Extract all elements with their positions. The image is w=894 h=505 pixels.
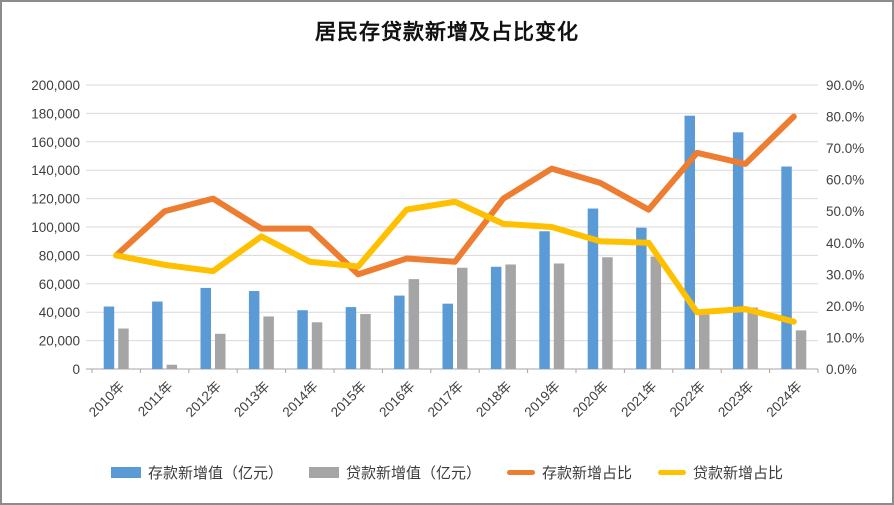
legend-item-deposit-ratio-line: 存款新增占比 [507, 462, 632, 483]
right-axis-tick-label: 50.0% [826, 204, 864, 219]
x-axis-label-2022年: 2022年 [667, 379, 708, 420]
left-axis-tick-label: 40,000 [39, 305, 80, 320]
deposit-ratio-line [113, 113, 797, 278]
x-axis-label-2019年: 2019年 [522, 379, 563, 420]
right-axis-tick-label: 80.0% [826, 110, 864, 125]
x-axis-label-2012年: 2012年 [183, 379, 224, 420]
x-axis-label-2024年: 2024年 [764, 379, 805, 420]
bar-loan-2021年 [650, 256, 662, 369]
left-axis-tick-label: 100,000 [31, 220, 80, 235]
right-axis-tick-label: 40.0% [826, 236, 864, 251]
right-axis-tick-label: 90.0% [826, 78, 864, 93]
left-axis-tick-label: 0 [72, 362, 80, 377]
legend-swatch-loan-ratio-line [658, 469, 687, 475]
x-axis-label-2015年: 2015年 [328, 379, 369, 420]
x-axis-label-2013年: 2013年 [231, 379, 272, 420]
bar-deposit-2010年 [103, 306, 115, 369]
bar-loan-2010年 [118, 328, 129, 369]
right-axis-tick-label: 10.0% [826, 330, 864, 345]
legend-label-deposit-ratio: 存款新增占比 [542, 464, 633, 482]
bar-loan-2019年 [553, 263, 565, 369]
bar-loan-2013年 [263, 316, 274, 369]
x-axis-label-2017年: 2017年 [425, 379, 466, 420]
bar-loan-2015年 [360, 314, 371, 369]
right-axis-tick-label: 60.0% [826, 173, 864, 188]
chart-title: 居民存贷款新增及占比变化 [315, 21, 579, 44]
x-axis-label-2010年: 2010年 [86, 379, 127, 420]
bar-deposit-2019年 [539, 231, 550, 369]
legend-item-loan-ratio-line: 贷款新增占比 [658, 462, 783, 483]
left-axis-tick-label: 60,000 [39, 277, 80, 292]
bar-loan-2020年 [602, 257, 613, 369]
legend-label-loan-ratio: 贷款新增占比 [693, 464, 784, 482]
right-axis-tick-label: 0.0% [826, 362, 857, 377]
bar-deposit-2016年 [394, 295, 405, 369]
right-axis-tick-label: 20.0% [826, 299, 864, 314]
x-axis-label-2023年: 2023年 [715, 379, 756, 420]
bar-deposit-2012年 [200, 287, 211, 369]
x-axis-label-2020年: 2020年 [570, 379, 611, 420]
bar-loan-2016年 [408, 279, 420, 369]
left-axis-tick-label: 80,000 [39, 248, 80, 263]
left-axis-tick-label: 120,000 [31, 192, 80, 207]
right-axis-tick-label: 30.0% [826, 267, 864, 282]
legend-swatch-deposit-ratio-line [507, 469, 535, 475]
legend-label-deposit-bar: 存款新增值（亿元） [147, 464, 283, 482]
bar-loan-2012年 [215, 333, 226, 369]
legend-item-loan-bar: 贷款新增值（亿元） [308, 462, 481, 483]
x-axis-label-2021年: 2021年 [618, 379, 659, 420]
bar-deposit-2023年 [732, 132, 744, 369]
legend-swatch-loan-bar [308, 466, 339, 478]
loan-ratio-line [113, 198, 797, 325]
x-axis-label-2016年: 2016年 [376, 379, 417, 420]
bar-loan-2022年 [699, 314, 710, 369]
right-axis-tick-label: 70.0% [826, 141, 864, 156]
x-axis-label-2011年: 2011年 [135, 379, 176, 420]
bar-deposit-2018年 [490, 266, 502, 369]
x-axis-label-2018年: 2018年 [473, 379, 514, 420]
bar-loan-2018年 [505, 264, 516, 369]
legend-item-deposit-bar: 存款新增值（亿元） [110, 462, 283, 483]
bar-deposit-2022年 [684, 115, 695, 369]
bar-loan-2011年 [166, 364, 178, 369]
chart-legend: 存款新增值（亿元） 贷款新增值（亿元） 存款新增占比 贷款新增占比 [2, 454, 892, 490]
bar-deposit-2017年 [442, 303, 453, 369]
bar-deposit-2024年 [781, 166, 792, 369]
bar-deposit-2015年 [345, 307, 357, 369]
bar-loan-2023年 [747, 307, 758, 369]
x-axis-label-2014年: 2014年 [280, 379, 321, 420]
legend-swatch-deposit-bar [110, 466, 141, 478]
bar-loan-2024年 [795, 330, 807, 369]
left-axis-tick-label: 20,000 [39, 334, 80, 349]
bar-deposit-2014年 [297, 310, 308, 369]
bar-loan-2014年 [311, 322, 323, 369]
bar-deposit-2011年 [152, 301, 163, 369]
legend-label-loan-bar: 贷款新增值（亿元） [345, 464, 481, 482]
bar-deposit-2020年 [587, 208, 599, 369]
left-axis-tick-label: 160,000 [31, 135, 80, 150]
left-axis-tick-label: 200,000 [31, 78, 80, 93]
left-axis-tick-label: 140,000 [31, 163, 80, 178]
left-axis-tick-label: 180,000 [31, 106, 80, 121]
bar-loan-2017年 [457, 267, 468, 369]
bar-deposit-2021年 [636, 227, 647, 369]
bar-deposit-2013年 [248, 291, 260, 369]
